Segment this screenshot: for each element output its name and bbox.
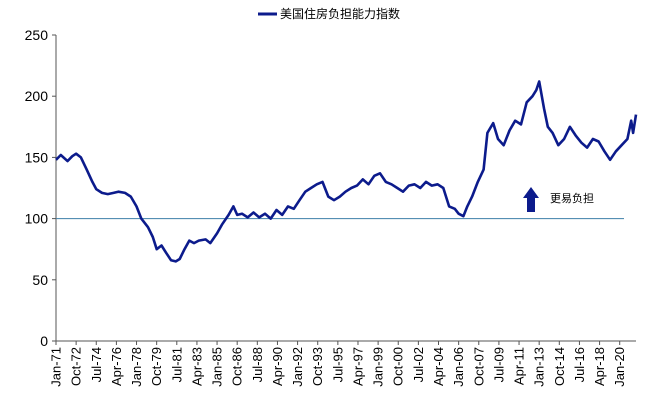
x-tick-label: Oct-07 [471, 347, 486, 386]
x-tick-label: Apr-90 [270, 347, 285, 386]
x-tick-label: Apr-04 [431, 347, 446, 386]
x-tick-label: Oct-79 [149, 347, 164, 386]
x-tick-label: Apr-97 [350, 347, 365, 386]
x-tick-label: Apr-76 [109, 347, 124, 386]
x-tick-label: Jul-09 [491, 347, 506, 382]
x-tick-label: Jul-74 [89, 347, 104, 382]
legend: 美国住房负担能力指数 [258, 6, 400, 21]
x-tick-label: Oct-14 [552, 347, 567, 386]
series-line-affordability-index [55, 80, 638, 263]
y-tick-label: 250 [25, 27, 49, 43]
x-tick-label: Jan-71 [49, 347, 64, 387]
x-tick-label: Jan-20 [612, 347, 627, 387]
annotation: 更易负担 [523, 187, 594, 212]
x-tick-label: Jan-92 [290, 347, 305, 387]
annotation-text: 更易负担 [550, 191, 594, 205]
x-tick-label: Apr-18 [592, 347, 607, 386]
x-tick-label: Jan-78 [129, 347, 144, 387]
up-arrow-icon [523, 187, 539, 212]
legend-label: 美国住房负担能力指数 [280, 6, 400, 21]
y-tick-label: 0 [40, 333, 48, 349]
x-tick-label: Jul-95 [330, 347, 345, 382]
x-tick-label: Jan-85 [210, 347, 225, 387]
x-tick-label: Apr-83 [189, 347, 204, 386]
y-tick-label: 150 [25, 149, 49, 165]
x-tick-label: Oct-72 [69, 347, 84, 386]
x-tick-label: Oct-93 [310, 347, 325, 386]
x-tick-label: Jul-81 [169, 347, 184, 382]
x-tick-label: Jul-88 [250, 347, 265, 382]
y-tick-label: 50 [32, 272, 48, 288]
x-tick-label: Oct-86 [230, 347, 245, 386]
x-tick-label: Jan-13 [532, 347, 547, 387]
x-tick-label: Oct-00 [391, 347, 406, 386]
y-ticks: 0 50 100 150 200 250 [25, 27, 56, 349]
y-tick-label: 100 [25, 211, 49, 227]
x-tick-label: Jan-06 [451, 347, 466, 387]
x-ticks: Jan-71 Oct-72 Jul-74 Apr-76 Jan-78 Oct-79 Jul-… [49, 341, 627, 387]
x-tick-label: Jul-02 [411, 347, 426, 382]
x-tick-label: Apr-11 [512, 347, 527, 385]
y-tick-label: 200 [25, 88, 49, 104]
x-tick-label: Jul-16 [572, 347, 587, 382]
x-tick-label: Jan-99 [371, 347, 386, 387]
